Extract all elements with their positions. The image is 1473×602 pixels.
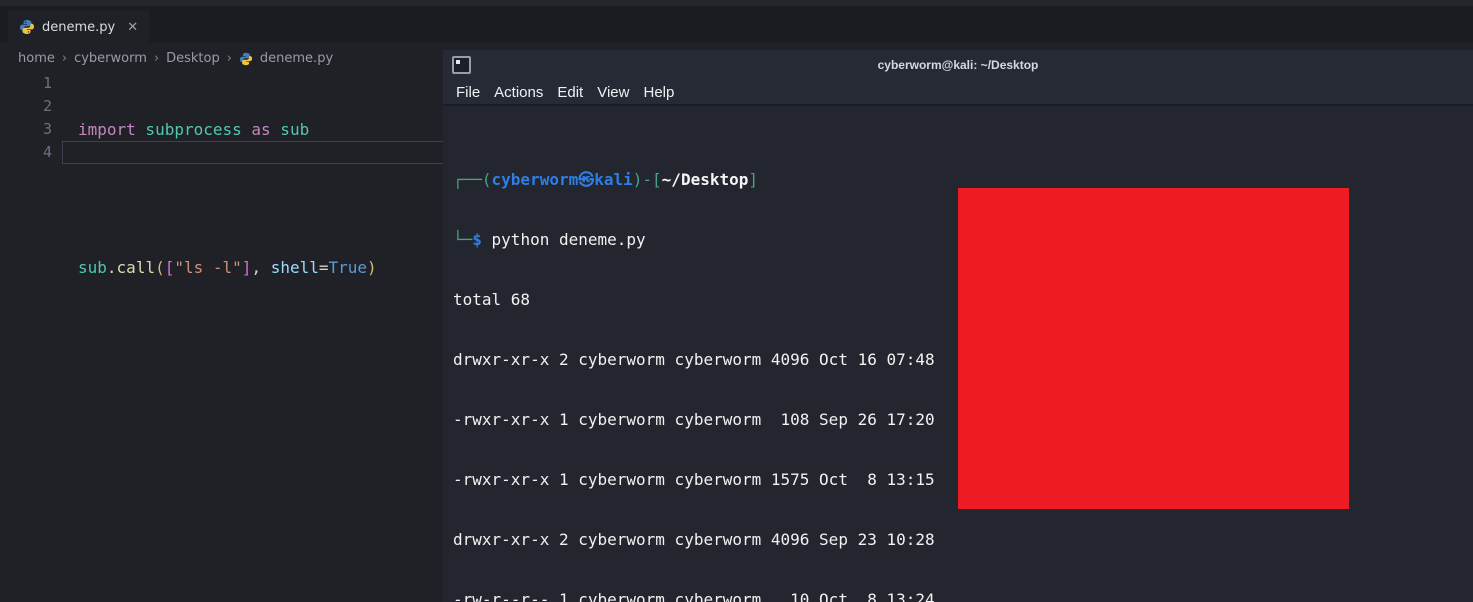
line-number: 2: [42, 97, 52, 115]
terminal-icon: [452, 56, 471, 74]
token-subprocess: subprocess: [135, 120, 242, 139]
editor-tab-bar: deneme.py ✕: [0, 6, 1473, 43]
breadcrumb-home[interactable]: home: [18, 51, 55, 66]
chevron-right-icon: ›: [61, 51, 68, 66]
line-number: 3: [42, 120, 52, 138]
terminal-title-bar[interactable]: cyberworm@kali: ~/Desktop: [443, 50, 1473, 80]
chevron-right-icon: ›: [153, 51, 160, 66]
prompt-dollar: $: [472, 230, 482, 249]
python-icon: [20, 20, 34, 34]
terminal-title: cyberworm@kali: ~/Desktop: [877, 58, 1039, 72]
prompt-line: ┌──(cyberworm㉿kali)-[~/Desktop]: [453, 170, 759, 189]
menu-file[interactable]: File: [456, 83, 481, 101]
token-import: import: [78, 120, 136, 139]
line-number-gutter: 1 2 3 4: [0, 72, 52, 164]
menu-help[interactable]: Help: [643, 83, 675, 101]
token-bracket-open: [: [164, 258, 175, 277]
code-line-1: import subprocess as sub: [78, 118, 377, 141]
breadcrumb-file[interactable]: deneme.py: [259, 51, 334, 66]
token-sub: sub: [78, 258, 107, 277]
code-editor[interactable]: import subprocess as sub sub.call(["ls -…: [78, 72, 377, 394]
python-icon: [239, 52, 253, 65]
token-sub: sub: [270, 120, 310, 139]
tab-deneme-py[interactable]: deneme.py ✕: [8, 11, 150, 43]
tab-label: deneme.py: [42, 19, 116, 35]
breadcrumb: home › cyberworm › Desktop › deneme.py: [18, 51, 333, 66]
terminal-output[interactable]: ┌──(cyberworm㉿kali)-[~/Desktop] └─$ pyth…: [443, 106, 1473, 602]
listing-row: drwxr-xr-x 2 cyberworm cyberworm 4096 Oc…: [453, 350, 935, 369]
terminal-window: cyberworm@kali: ~/Desktop File Actions E…: [443, 50, 1473, 602]
listing-row: -rwxr-xr-x 1 cyberworm cyberworm 108 Sep…: [453, 410, 935, 429]
terminal-menu-bar: File Actions Edit View Help: [443, 80, 1473, 106]
total-line: total 68: [453, 290, 531, 309]
token-comma: ,: [251, 258, 271, 277]
command-text: python deneme.py: [481, 230, 646, 249]
tab-close-icon[interactable]: ✕: [127, 19, 139, 35]
prompt-path: ~/Desktop: [661, 170, 749, 189]
menu-actions[interactable]: Actions: [494, 83, 544, 101]
token-paren-open: (: [155, 258, 165, 277]
listing-row: -rwxr-xr-x 1 cyberworm cyberworm 1575 Oc…: [453, 470, 935, 489]
token-as: as: [241, 120, 271, 139]
menu-view[interactable]: View: [597, 83, 630, 101]
code-line-3: sub.call(["ls -l"], shell=True): [78, 256, 377, 279]
token-equals: =: [318, 258, 329, 277]
prompt-user-host: cyberworm㉿kali: [491, 170, 633, 189]
token-paren-close: ): [367, 258, 377, 277]
code-line-2: [78, 187, 377, 210]
token-dot: .: [106, 258, 117, 277]
breadcrumb-cyberworm[interactable]: cyberworm: [74, 51, 147, 66]
menu-edit[interactable]: Edit: [557, 83, 584, 101]
token-bracket-close: ]: [241, 258, 252, 277]
token-true: True: [328, 258, 368, 277]
window-top-edge: [0, 0, 1473, 6]
token-shell: shell: [270, 258, 319, 277]
breadcrumb-desktop[interactable]: Desktop: [166, 51, 220, 66]
command-line: └─$ python deneme.py: [453, 230, 646, 249]
line-number: 4: [42, 143, 52, 161]
redaction-overlay: [958, 188, 1349, 509]
line-number: 1: [42, 74, 52, 92]
token-string: "ls -l": [174, 258, 242, 277]
token-call: call: [116, 258, 156, 277]
listing-row: drwxr-xr-x 2 cyberworm cyberworm 4096 Se…: [453, 530, 935, 549]
listing-row: -rw-r--r-- 1 cyberworm cyberworm 10 Oct …: [453, 590, 935, 602]
code-line-4: [78, 325, 377, 348]
chevron-right-icon: ›: [226, 51, 232, 66]
